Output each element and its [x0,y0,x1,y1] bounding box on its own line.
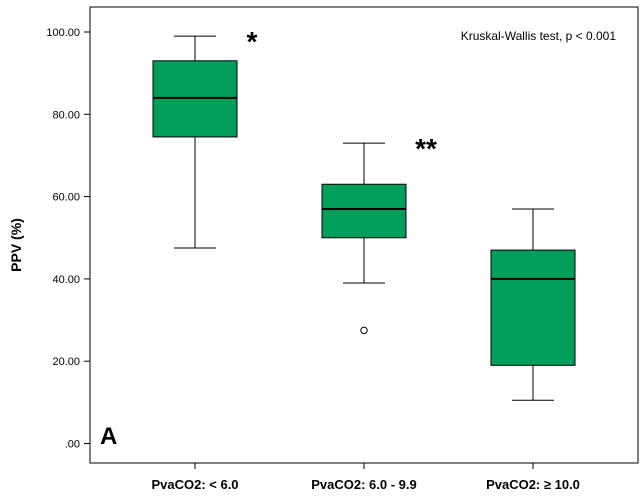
significance-marker: ** [415,133,437,164]
iqr-box [321,183,407,239]
x-axis: PvaCO2: < 6.0 PvaCO2: 6.0 - 9.9 PvaCO2: ≥ … [151,463,580,492]
y-tick-label: .00 [65,439,80,451]
test-annotation: Kruskal-Wallis test, p < 0.001 [461,29,617,43]
box-group: * [152,26,258,249]
y-tick-label: 20.00 [52,356,80,368]
x-tick-label: PvaCO2: ≥ 10.0 [486,477,580,492]
x-tick-label: PvaCO2: < 6.0 [151,477,238,492]
box-series: *** [152,26,576,401]
outlier-point [360,326,368,335]
y-axis-title: PPV (%) [8,218,24,272]
iqr-box [490,249,576,366]
iqr-box [152,60,238,138]
y-axis: .00 20.00 40.00 60.00 80.00 100.00 [46,27,90,451]
x-tick-label: PvaCO2: 6.0 - 9.9 [311,477,417,492]
y-tick-label: 40.00 [52,274,80,286]
significance-marker: * [247,26,258,57]
y-tick-label: 60.00 [52,192,80,204]
box-group: ** [321,133,437,335]
y-tick-label: 80.00 [52,109,80,121]
box-group [490,208,576,401]
panel-label: A [100,423,117,450]
y-tick-label: 100.00 [46,27,80,39]
